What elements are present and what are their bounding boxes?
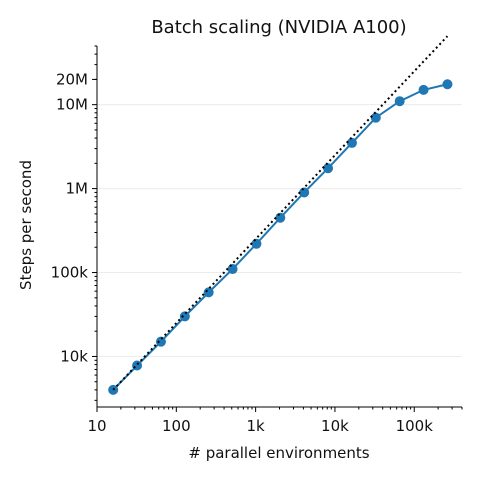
x-tick-label: 1k bbox=[247, 417, 266, 435]
data-point bbox=[346, 137, 357, 148]
data-point bbox=[203, 287, 214, 298]
data-point bbox=[155, 336, 166, 347]
data-point bbox=[299, 187, 310, 198]
data-point bbox=[179, 311, 190, 322]
data-point bbox=[275, 212, 286, 223]
grid-lines bbox=[97, 104, 462, 357]
y-axis-label: Steps per second bbox=[17, 160, 35, 290]
x-tick-label: 100k bbox=[396, 417, 434, 435]
x-tick-label: 100 bbox=[162, 417, 191, 435]
data-point bbox=[227, 264, 238, 275]
data-point bbox=[442, 79, 453, 90]
y-tick-label: 100k bbox=[51, 264, 89, 282]
data-point bbox=[370, 112, 381, 123]
data-point bbox=[132, 360, 143, 371]
y-tick-label: 10M bbox=[56, 96, 88, 114]
data-point bbox=[323, 163, 334, 174]
y-tick-label: 1M bbox=[66, 180, 89, 198]
ideal-scaling-line bbox=[112, 35, 449, 391]
axes: 10 100 1k 10k 100k 10k 100k 1M 10M 20M bbox=[51, 45, 463, 435]
x-axis-label: # parallel environments bbox=[188, 444, 369, 462]
chart-title: Batch scaling (NVIDIA A100) bbox=[151, 17, 406, 38]
y-tick-label: 10k bbox=[60, 347, 88, 365]
x-tick-label: 10 bbox=[87, 417, 106, 435]
data-point bbox=[418, 84, 429, 95]
x-tick-label: 10k bbox=[321, 417, 349, 435]
series-layer bbox=[108, 35, 453, 395]
y-tick-label: 20M bbox=[56, 70, 88, 88]
data-point bbox=[394, 96, 405, 107]
data-point bbox=[251, 238, 262, 249]
